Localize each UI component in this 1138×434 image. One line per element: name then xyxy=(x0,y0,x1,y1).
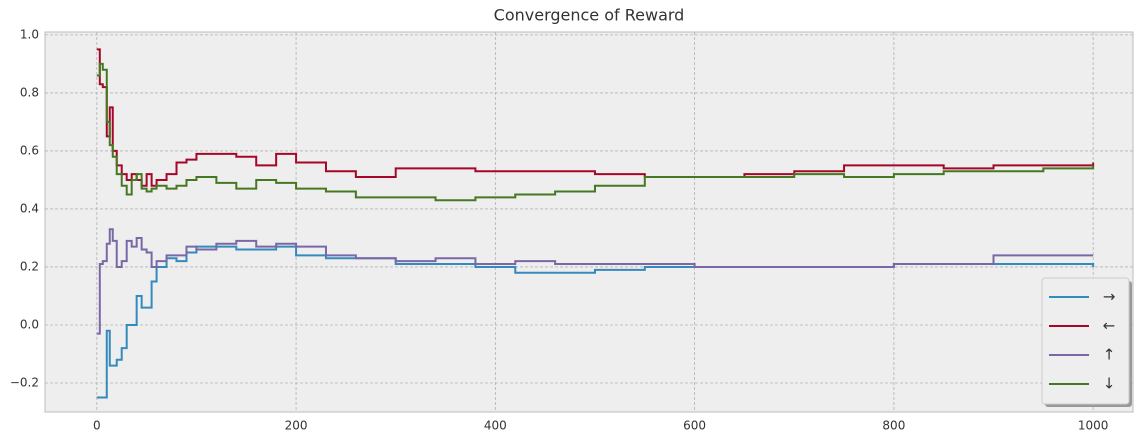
y-tick-label: 0.8 xyxy=(20,85,39,99)
x-tick-label: 0 xyxy=(93,419,101,433)
line-series xyxy=(96,62,1095,202)
x-tick-label: 1000 xyxy=(1078,419,1109,433)
y-tick-label: 0.6 xyxy=(20,143,39,157)
x-tick-label: 400 xyxy=(484,419,507,433)
y-tick-label: 1.0 xyxy=(20,27,39,41)
y-tick-label: −0.2 xyxy=(10,375,39,389)
plot-area xyxy=(44,31,1134,413)
line-series xyxy=(96,48,1095,187)
legend-label: ↑ xyxy=(1103,346,1116,364)
legend-label: ↓ xyxy=(1103,375,1116,393)
x-tick-label: 200 xyxy=(285,419,308,433)
y-tick-label: 0.4 xyxy=(20,201,39,215)
x-tick-label: 600 xyxy=(683,419,706,433)
line-series xyxy=(96,245,1095,399)
y-tick-label: 0.2 xyxy=(20,259,39,273)
legend xyxy=(1041,277,1130,405)
y-tick-label: 0.0 xyxy=(20,317,39,331)
line-series xyxy=(96,228,1094,335)
chart-title: Convergence of Reward xyxy=(494,6,685,25)
x-tick-label: 800 xyxy=(882,419,905,433)
legend-label: ← xyxy=(1103,317,1116,335)
legend-label: → xyxy=(1103,288,1116,306)
